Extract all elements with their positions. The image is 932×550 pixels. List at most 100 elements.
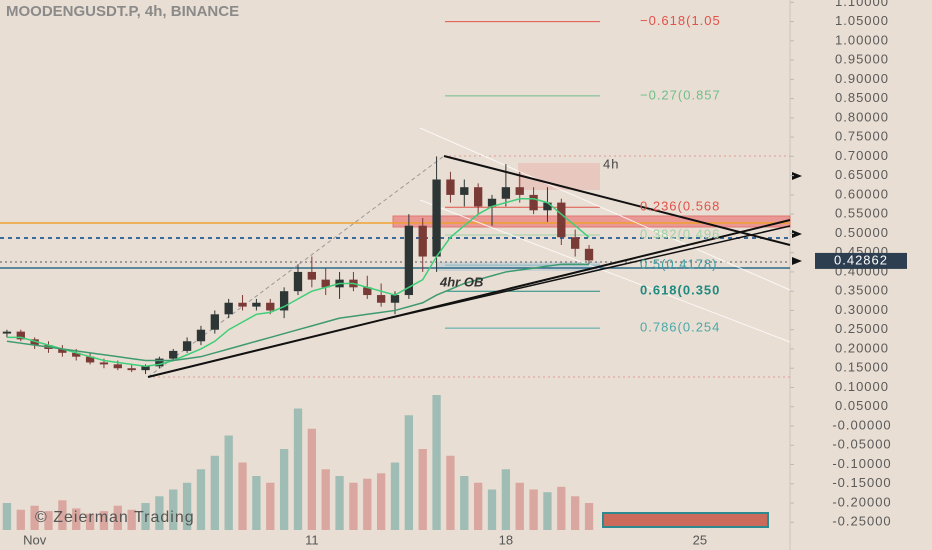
y-tick-label: -0.20000 [832,494,891,509]
annotation: 4hr OB [439,274,483,289]
volume-bar [363,478,372,530]
moving-average [6,198,590,368]
volume-bar [571,496,580,530]
volume-bar [515,482,524,530]
volume-bar [501,469,511,530]
watermark: © Zeierman Trading [35,509,195,526]
candle-body [210,314,219,330]
y-tick-label: 1.00000 [835,32,889,47]
candle-body [363,287,372,296]
candle-body [30,339,39,346]
candle-body [141,366,150,371]
x-tick-label: 11 [305,532,319,547]
y-tick-label: 0.05000 [835,398,889,413]
candle-body [404,225,414,296]
candle-body [2,331,12,334]
volume-bar [418,449,427,530]
volume-bar [224,435,233,530]
y-tick-label: 0.35000 [835,283,889,298]
axis-marker [792,172,802,180]
candle-body [182,341,192,351]
volume-bar [487,489,497,530]
y-tick-label: 0.75000 [835,129,889,144]
y-tick-label: 0.20000 [835,340,889,355]
volume-bar [30,505,39,530]
volume-bar [390,462,400,530]
volume-bar [155,496,164,530]
y-tick-label: -0.25000 [832,514,891,529]
candle-body [16,331,25,340]
volume-bar [2,503,12,530]
channel-line [419,199,791,343]
y-tick-label: -0.05000 [832,437,891,452]
y-tick-label: -0.15000 [832,475,891,490]
price-tag [815,252,907,269]
dashed-projection [147,155,445,378]
y-tick-label: 0.55000 [835,206,889,221]
candle-body [252,302,261,307]
y-tick-label: -0.00000 [832,417,891,432]
volume-bar [44,511,53,530]
candle-body [155,358,164,367]
volume-bar [321,469,330,530]
volume-bar [349,482,358,530]
zone-red [392,215,791,228]
y-tick-label: 0.15000 [835,360,889,375]
chart-title: MOODENGUSDT.P, 4h, BINANCE [6,3,239,20]
y-tick-label: 1.10000 [835,0,889,9]
volume-bar [432,395,441,530]
y-tick-label: 1.05000 [835,13,889,28]
volume-bar [474,482,483,530]
y-tick-label: 0.85000 [835,90,889,105]
volume-bar [210,455,219,530]
volume-bar [141,503,150,530]
candle-body [543,202,552,211]
volume-bar [72,508,81,530]
candle-body [515,187,524,195]
candle-body [460,187,469,195]
fib-label: 0.236(0.568 [640,199,720,214]
candle-body [279,291,289,311]
candle-body [58,348,67,353]
volume-bar [279,449,289,530]
volume-bar [85,513,95,530]
legend-box [602,512,769,528]
candle-body [266,302,275,311]
fib-label: 0.618(0.350 [640,283,720,298]
order-block [437,262,600,271]
y-tick-label: -0.10000 [832,456,891,471]
y-tick-label: 0.80000 [835,109,889,124]
candle-body [238,302,247,307]
candle-body [501,187,511,199]
candle-body [99,362,109,365]
candle-body [432,179,441,257]
candle-body [72,352,81,357]
moving-average [6,263,590,362]
candle-body [224,302,233,315]
y-tick-label: 0.30000 [835,302,889,317]
volume-bar [460,476,469,530]
volume-bar [446,455,455,530]
fib-label: 0.5(0.4178) [640,257,718,272]
y-tick-label: 0.50000 [835,225,889,240]
fib-label: −0.618(1.05 [640,13,721,28]
fib-label: −0.27(0.857 [640,87,721,102]
candle-body [127,368,136,371]
candle-body [169,350,178,359]
trendline [147,219,791,378]
volume-bar [584,503,594,530]
volume-bar [252,476,261,530]
candle-body [293,271,303,292]
price-tag-label: 0.42862 [834,252,888,267]
fib-label: 0.786(0.254 [640,320,720,335]
y-tick-label: 0.25000 [835,321,889,336]
candle-body [446,179,455,195]
volume-bar [404,415,414,530]
y-tick-label: 0.60000 [835,186,889,201]
candle-body [487,198,497,207]
volume-bar [99,511,109,530]
y-tick-label: 0.65000 [835,167,889,182]
candle-body [376,295,386,303]
